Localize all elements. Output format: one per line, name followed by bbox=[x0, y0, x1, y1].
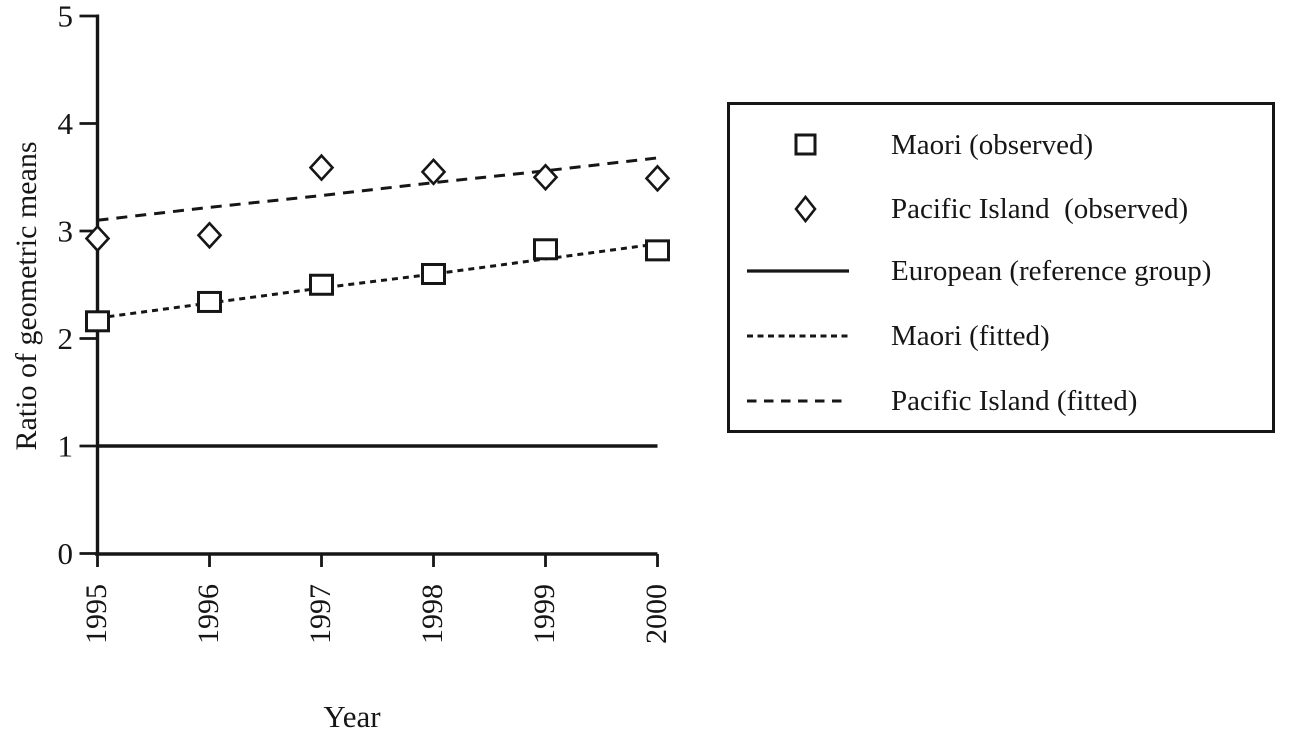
marker-diamond-pacific-island-observed bbox=[644, 164, 671, 193]
marker-diamond-pacific-island-observed bbox=[308, 153, 335, 182]
marker-square-maori-observed bbox=[309, 273, 334, 296]
y-axis-title: Ratio of geometric means bbox=[10, 141, 43, 450]
legend-item-label: Pacific Island (fitted) bbox=[891, 384, 1138, 417]
legend-item-label: Pacific Island (observed) bbox=[891, 192, 1189, 225]
marker-square-maori-observed bbox=[85, 310, 110, 333]
series-line-pacific-island-fitted bbox=[97, 156, 658, 222]
y-tick-label: 1 bbox=[58, 429, 74, 464]
marker-diamond-pacific-island-observed bbox=[532, 163, 559, 192]
x-axis-title: Year bbox=[323, 699, 381, 734]
marker-square-maori-observed bbox=[421, 263, 446, 285]
y-tick-label: 0 bbox=[58, 536, 74, 571]
fine-dashed-line-icon bbox=[745, 318, 851, 354]
x-tick-label: 2000 bbox=[640, 584, 673, 644]
legend-item-pacific-island-fitted: Pacific Island (fitted) bbox=[730, 383, 1272, 419]
legend-item-maori-observed: Maori (observed) bbox=[730, 127, 1272, 163]
x-tick-label: 1999 bbox=[528, 584, 561, 644]
legend-item-maori-fitted: Maori (fitted) bbox=[730, 318, 1272, 354]
square-marker-icon bbox=[745, 127, 851, 163]
solid-line-icon bbox=[745, 253, 851, 289]
y-tick-label: 5 bbox=[58, 0, 74, 34]
legend-box: Maori (observed) Pacific Island (observe… bbox=[727, 102, 1275, 433]
x-tick-label: 1996 bbox=[192, 584, 225, 644]
marker-square-maori-observed bbox=[197, 290, 222, 313]
y-tick-label: 2 bbox=[58, 321, 74, 356]
marker-square-maori-observed bbox=[645, 239, 670, 262]
legend-item-pacific-island-observed: Pacific Island (observed) bbox=[730, 191, 1272, 227]
legend-item-label: Maori (observed) bbox=[891, 128, 1094, 161]
x-tick-label: 1997 bbox=[304, 584, 337, 644]
marker-square-maori-observed bbox=[533, 238, 558, 261]
legend-item-label: European (reference group) bbox=[891, 254, 1212, 287]
legend-item-label: Maori (fitted) bbox=[891, 319, 1050, 352]
coarse-dashed-line-icon bbox=[745, 383, 851, 419]
marker-diamond-pacific-island-observed bbox=[84, 224, 111, 253]
legend-item-european-reference-group: European (reference group) bbox=[730, 253, 1272, 289]
marker-diamond-pacific-island-observed bbox=[420, 157, 447, 186]
y-tick-label: 3 bbox=[58, 214, 74, 249]
marker-diamond-pacific-island-observed bbox=[196, 221, 223, 250]
y-tick-label: 4 bbox=[58, 106, 74, 141]
x-tick-label: 1995 bbox=[80, 584, 113, 644]
diamond-marker-icon bbox=[745, 191, 851, 227]
x-tick-label: 1998 bbox=[416, 584, 449, 644]
series-line-maori-fitted bbox=[97, 242, 658, 320]
